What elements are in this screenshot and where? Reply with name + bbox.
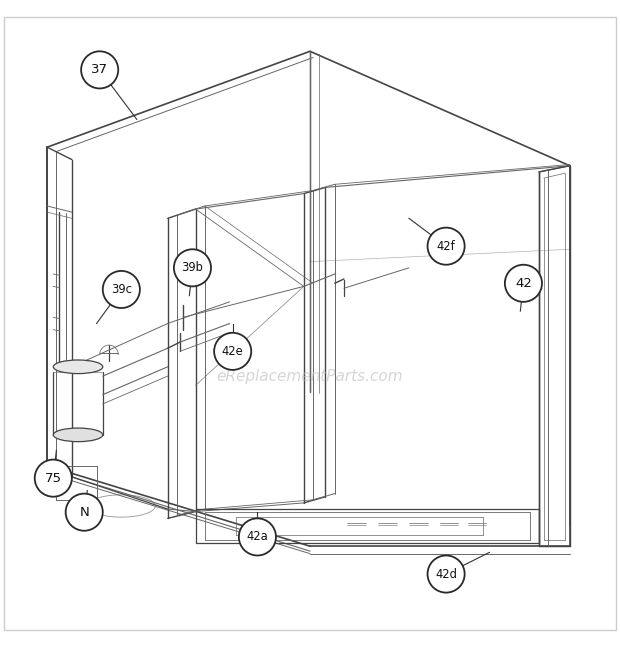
Circle shape (428, 556, 464, 593)
Circle shape (239, 518, 276, 556)
Ellipse shape (53, 428, 103, 442)
Text: 42f: 42f (436, 239, 456, 253)
Text: 37: 37 (91, 63, 108, 76)
Text: 42a: 42a (247, 531, 268, 543)
Circle shape (103, 271, 140, 308)
Text: eReplacementParts.com: eReplacementParts.com (216, 369, 404, 384)
Circle shape (428, 228, 464, 265)
Text: 39b: 39b (182, 261, 203, 274)
Text: 39c: 39c (111, 283, 132, 296)
Circle shape (214, 333, 251, 370)
Circle shape (505, 265, 542, 302)
Text: 42e: 42e (222, 345, 244, 358)
Text: N: N (79, 506, 89, 519)
Circle shape (174, 249, 211, 287)
Ellipse shape (53, 360, 103, 373)
Text: 75: 75 (45, 472, 62, 485)
Circle shape (66, 494, 103, 531)
Circle shape (81, 51, 118, 89)
Circle shape (35, 459, 72, 497)
Text: 42d: 42d (435, 567, 457, 580)
Text: 42: 42 (515, 277, 532, 290)
